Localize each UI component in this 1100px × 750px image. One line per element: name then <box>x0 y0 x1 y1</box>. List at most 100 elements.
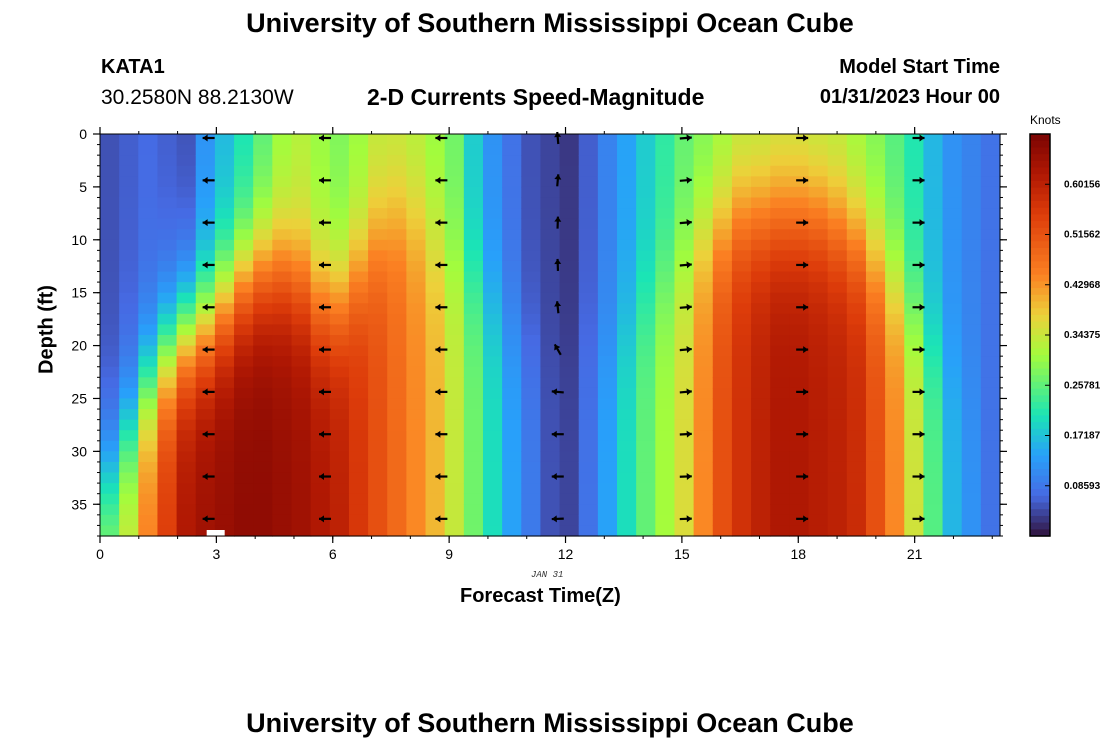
colorbar-segment <box>1030 274 1050 282</box>
heatmap-cell <box>597 525 618 537</box>
heatmap-cell <box>712 229 733 241</box>
heatmap-cell <box>176 292 197 304</box>
heatmap-cell <box>176 239 197 251</box>
heatmap-cell <box>846 197 867 209</box>
heatmap-cell <box>425 218 446 230</box>
heatmap-cell <box>521 430 542 442</box>
heatmap-cell <box>540 398 561 410</box>
heatmap-cell <box>234 461 254 474</box>
heatmap-cell <box>636 186 656 199</box>
heatmap-cell <box>559 366 580 378</box>
colorbar-segment <box>1030 227 1050 236</box>
heatmap-cell <box>980 197 1001 209</box>
heatmap-cell <box>463 345 484 357</box>
current-vector <box>202 515 215 523</box>
heatmap-cell <box>406 387 427 400</box>
heatmap-cell <box>923 514 944 527</box>
heatmap-cell <box>961 345 982 357</box>
heatmap-cell <box>195 504 216 516</box>
heatmap-cell <box>214 144 235 156</box>
heatmap-cell <box>138 387 159 400</box>
heatmap-cell <box>980 335 1001 347</box>
heatmap-cell <box>540 483 561 495</box>
heatmap-cell <box>808 451 829 463</box>
heatmap-cell <box>502 208 522 220</box>
heatmap-cell <box>865 229 886 241</box>
heatmap-cell <box>482 208 503 220</box>
heatmap-cell <box>827 472 848 484</box>
heatmap-cell <box>521 218 542 230</box>
heatmap-cell <box>138 409 159 421</box>
heatmap-cell <box>961 324 982 336</box>
heatmap-cell <box>157 208 178 220</box>
heatmap-cell <box>865 197 886 209</box>
heatmap-cell <box>617 398 637 410</box>
heatmap-cell <box>827 514 848 527</box>
heatmap-cell <box>923 430 944 442</box>
heatmap-cell <box>655 292 676 304</box>
colorbar-segment <box>1030 475 1050 483</box>
heatmap-cell <box>731 409 752 421</box>
heatmap-cell <box>176 134 197 146</box>
heatmap-cell <box>214 409 235 421</box>
heatmap-cell <box>463 260 484 273</box>
heatmap-cell <box>348 461 369 474</box>
heatmap-cell <box>368 419 388 431</box>
heatmap-cell <box>559 176 580 188</box>
heatmap-cell <box>789 176 810 188</box>
heatmap-cell <box>157 197 178 209</box>
heatmap-cell <box>751 282 771 294</box>
heatmap-cell <box>100 303 120 315</box>
heatmap-cell <box>482 472 503 484</box>
heatmap-cell <box>731 176 752 188</box>
heatmap-cell <box>789 324 810 336</box>
heatmap-cell <box>923 419 944 431</box>
heatmap-cell <box>597 483 618 495</box>
heatmap-cell <box>712 176 733 188</box>
heatmap-cell <box>406 483 427 495</box>
heatmap-cell <box>195 239 216 251</box>
heatmap-cell <box>655 377 676 389</box>
heatmap-cell <box>923 409 944 421</box>
heatmap-cell <box>597 514 618 527</box>
heatmap-cell <box>195 324 216 336</box>
heatmap-cell <box>348 398 369 410</box>
current-vector <box>796 219 809 227</box>
heatmap-cell <box>310 525 331 537</box>
heatmap-cell <box>406 514 427 527</box>
heatmap-cell <box>751 461 771 474</box>
heatmap-cell <box>234 303 254 315</box>
heatmap-cell <box>100 218 120 230</box>
page-title: University of Southern Mississippi Ocean… <box>246 8 854 38</box>
heatmap-cell <box>100 493 120 505</box>
heatmap-cell <box>770 176 790 188</box>
heatmap-cell <box>751 430 771 442</box>
heatmap-cell <box>157 356 178 368</box>
heatmap-cell <box>559 313 580 326</box>
heatmap-cell <box>482 282 503 294</box>
heatmap-cell <box>310 409 331 421</box>
heatmap-cell <box>655 229 676 241</box>
heatmap-cell <box>387 461 407 474</box>
heatmap-cell <box>597 504 618 516</box>
heatmap-cell <box>176 229 197 241</box>
heatmap-cell <box>980 313 1001 326</box>
heatmap-cell <box>368 525 388 537</box>
heatmap-cell <box>674 250 695 262</box>
heatmap-cell <box>942 345 963 357</box>
heatmap-cell <box>425 324 446 336</box>
heatmap-cell <box>253 155 273 167</box>
heatmap-cell <box>100 504 120 516</box>
current-vector <box>319 388 331 396</box>
heatmap-cell <box>808 250 829 262</box>
current-vector <box>912 473 925 481</box>
heatmap-cell <box>214 250 235 262</box>
heatmap-cell <box>234 514 254 527</box>
heatmap-cell <box>214 197 235 209</box>
heatmap-cell <box>712 218 733 230</box>
heatmap-cell <box>272 430 293 442</box>
heatmap-cell <box>923 387 944 400</box>
heatmap-cell <box>636 250 656 262</box>
heatmap-cell <box>214 514 235 527</box>
heatmap-cell <box>636 271 656 283</box>
